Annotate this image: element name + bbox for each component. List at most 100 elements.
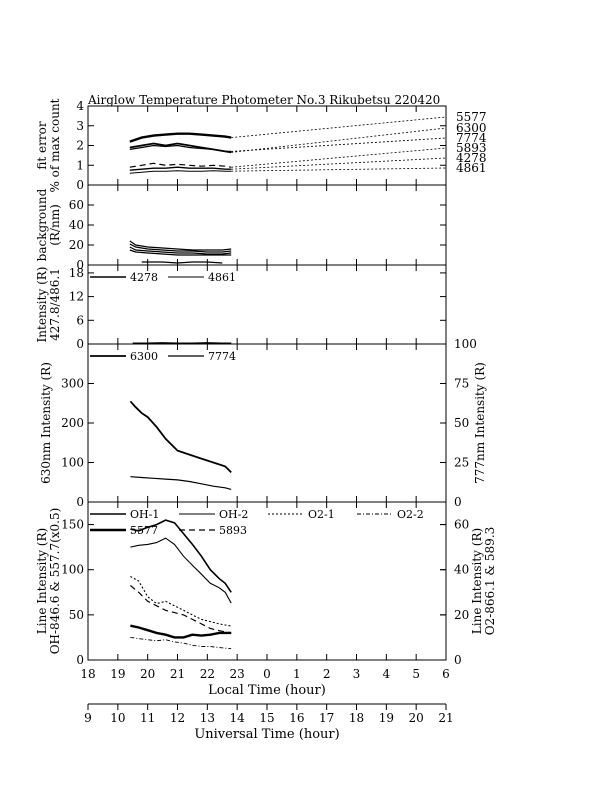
- y-axis-label-right: 777nm Intensity (R): [473, 362, 487, 484]
- series-line-O2-1: [130, 576, 232, 627]
- y-tick-label-right: 0: [454, 653, 462, 667]
- y-axis-label: fit error: [35, 121, 49, 169]
- y-tick-label-right: 25: [454, 456, 469, 470]
- universal-time-tick: 14: [230, 711, 246, 725]
- panel-fit_error: 0 1 2 3 4 fit error% of max count 557763007774…: [35, 98, 487, 192]
- local-time-tick: 23: [230, 667, 245, 681]
- y-tick-label: 0: [76, 495, 84, 509]
- legend-label: OH-2: [219, 508, 248, 521]
- series-line-5577: [130, 624, 232, 639]
- fit-error-label: 5577: [456, 110, 487, 124]
- y-tick-label: 0: [76, 653, 84, 667]
- panel-intensity_630_777: 0 100 200 300 0 25 50 75 100 630nm Intensity (R) 7…: [39, 337, 487, 509]
- local-time-tick: 4: [383, 667, 391, 681]
- series-line: [129, 246, 232, 255]
- universal-time-tick: 20: [409, 711, 424, 725]
- y-axis-label: Intensity (R): [35, 267, 49, 343]
- legend-label: 5577: [130, 524, 158, 537]
- label-leader: [231, 127, 447, 153]
- y-tick-label: 60: [69, 198, 84, 212]
- label-leader: [231, 157, 447, 170]
- series-line: [141, 261, 223, 264]
- universal-time-tick: 12: [170, 711, 185, 725]
- y-tick-label-right: 60: [454, 518, 469, 532]
- fit-error-label: 7774: [456, 131, 487, 145]
- local-time-tick: 20: [140, 667, 155, 681]
- legend-label: O2-2: [397, 508, 424, 521]
- y-axis-label: background: [35, 188, 49, 261]
- y-tick-label: 12: [69, 290, 84, 304]
- local-time-tick: 1: [293, 667, 301, 681]
- universal-time-tick: 15: [259, 711, 274, 725]
- universal-time-tick: 16: [289, 711, 304, 725]
- series-line-7774: [129, 144, 232, 152]
- y-tick-label-right: 20: [454, 608, 469, 622]
- y-tick-label: 0: [76, 258, 84, 272]
- legend-label: 4861: [208, 271, 236, 284]
- local-time-tick: 2: [323, 667, 331, 681]
- universal-time-tick: 10: [110, 711, 125, 725]
- panel-background: 0 20 40 60 background (R/nm): [35, 184, 447, 272]
- y-tick-label: 4: [76, 99, 84, 113]
- y-tick-label: 50: [69, 608, 84, 622]
- universal-time-label: Universal Time (hour): [194, 727, 339, 742]
- series-line-6300: [129, 142, 232, 154]
- label-leader: [231, 116, 447, 138]
- label-leader: [231, 167, 447, 172]
- local-time-label: Local Time (hour): [208, 683, 326, 698]
- series-line-4278: [129, 166, 232, 171]
- legend-label: 6300: [130, 350, 158, 363]
- universal-time-tick: 19: [379, 711, 394, 725]
- series-line: [129, 243, 232, 253]
- y-tick-label: 1: [76, 158, 84, 172]
- fit-error-label: 5893: [456, 141, 487, 155]
- legend-label: 5893: [219, 524, 247, 537]
- series-line: [129, 240, 232, 251]
- local-time-tick: 3: [353, 667, 361, 681]
- series-line-OH-1: [130, 519, 232, 593]
- y-axis-label-right: O2-866.1 & 589.3: [483, 527, 497, 636]
- y-tick-label-right: 50: [454, 416, 469, 430]
- y-tick-label-right: 75: [454, 377, 469, 391]
- y-tick-label: 150: [61, 518, 84, 532]
- local-time-tick: 19: [110, 667, 125, 681]
- y-tick-label-right: 0: [454, 495, 462, 509]
- y-axis-label: 630nm Intensity (R): [39, 362, 53, 484]
- time-axes: Local Time (hour) Universal Time (hour) …: [80, 667, 453, 742]
- y-tick-label: 200: [61, 416, 84, 430]
- panel-frame: [87, 343, 447, 503]
- local-time-tick: 22: [200, 667, 215, 681]
- universal-time-tick: 18: [349, 711, 364, 725]
- figure-title: Airglow Temperature Photometer No.3 Riku…: [87, 93, 440, 107]
- y-tick-label-right: 100: [454, 337, 477, 351]
- fit-error-label: 4278: [456, 151, 487, 165]
- y-axis-label: (R/nm): [48, 204, 62, 246]
- y-tick-label: 300: [61, 377, 84, 391]
- y-tick-label: 2: [76, 139, 84, 153]
- y-tick-label: 20: [69, 238, 84, 252]
- panel-intensity_4278_4861: 0 6 12 18 Intensity (R) 427.8/486.1 4278 4861: [35, 264, 447, 351]
- y-axis-label: Line Intensity (R): [35, 528, 49, 634]
- series-line-5577: [129, 132, 232, 143]
- y-axis-label: OH-846.6 & 557.7(x0.5): [48, 508, 62, 655]
- series-line-5893: [129, 162, 232, 168]
- local-time-tick: 6: [442, 667, 450, 681]
- y-tick-label: 3: [76, 119, 84, 133]
- y-tick-label: 0: [76, 337, 84, 351]
- y-tick-label: 6: [76, 313, 84, 327]
- fit-error-label: 6300: [456, 121, 487, 135]
- series-line-7774: [130, 476, 232, 490]
- local-time-tick: 18: [80, 667, 95, 681]
- legend-label: O2-1: [308, 508, 335, 521]
- universal-time-tick: 11: [140, 711, 155, 725]
- universal-time-tick: 9: [84, 711, 92, 725]
- label-leader: [231, 147, 447, 168]
- series-line-4861: [129, 170, 232, 174]
- series-line-O2-2: [130, 636, 232, 650]
- legend-label: 7774: [208, 350, 236, 363]
- universal-time-tick: 17: [319, 711, 334, 725]
- series-line-5893: [130, 585, 232, 634]
